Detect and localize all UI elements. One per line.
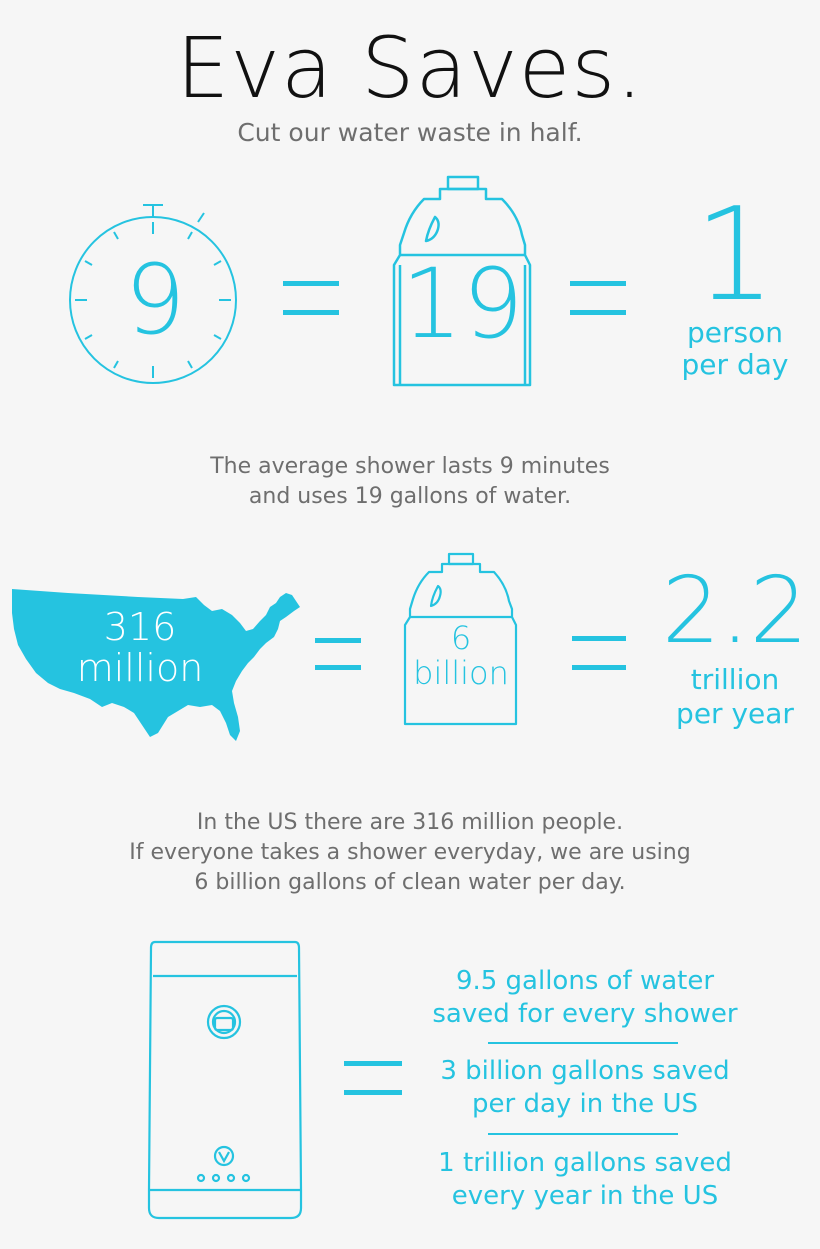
yearly-result-value: 2.2: [661, 557, 809, 664]
saving-per-shower-line2: saved for every shower: [432, 999, 738, 1029]
divider-1: [488, 1042, 678, 1044]
stopwatch-icon: [69, 204, 237, 384]
equals-sign-5: [344, 1061, 402, 1095]
gallons-per-day-line2: billion: [413, 654, 509, 692]
gallons-per-day-line1: 6: [450, 619, 472, 657]
divider-2: [488, 1133, 678, 1135]
water-jug-icon: [392, 175, 532, 387]
jug-value: 19: [401, 248, 524, 360]
caption-us-line3: 6 billion gallons of clean water per day…: [194, 870, 626, 895]
caption-shower-line1: The average shower lasts 9 minutes: [210, 454, 610, 479]
water-jug-icon-2: [403, 552, 518, 726]
caption-us-line2: If everyone takes a shower everyday, we …: [129, 840, 691, 865]
saving-per-shower-line1: 9.5 gallons of water: [455, 966, 715, 996]
saving-per-year-line1: 1 trillion gallons saved: [438, 1148, 732, 1178]
daily-result-value: 1: [694, 181, 776, 330]
equals-sign-2: [570, 281, 626, 315]
yearly-result-unit-line1: trillion: [690, 663, 780, 696]
saving-per-day-line1: 3 billion gallons saved: [440, 1056, 730, 1086]
caption-us-line1: In the US there are 316 million people.: [196, 810, 624, 835]
yearly-result-unit-line2: per year: [676, 697, 794, 730]
equals-sign-1: [283, 281, 339, 315]
timer-value: 9: [124, 244, 186, 356]
daily-result-unit-line2: per day: [681, 348, 789, 381]
saving-per-day-line2: per day in the US: [472, 1089, 698, 1119]
equals-sign-4: [572, 636, 626, 670]
equals-sign-3: [315, 638, 361, 670]
daily-result-unit-line1: person: [687, 316, 783, 349]
saving-per-year-line2: every year in the US: [451, 1181, 719, 1211]
page-title: Eva Saves.: [176, 19, 644, 117]
us-map-icon: [12, 589, 300, 741]
caption-shower-line2: and uses 19 gallons of water.: [248, 484, 572, 509]
eva-device-icon: [147, 940, 303, 1220]
population-value-line2: million: [76, 646, 204, 690]
page-subtitle: Cut our water waste in half.: [237, 118, 583, 147]
population-value-line1: 316: [103, 605, 177, 649]
